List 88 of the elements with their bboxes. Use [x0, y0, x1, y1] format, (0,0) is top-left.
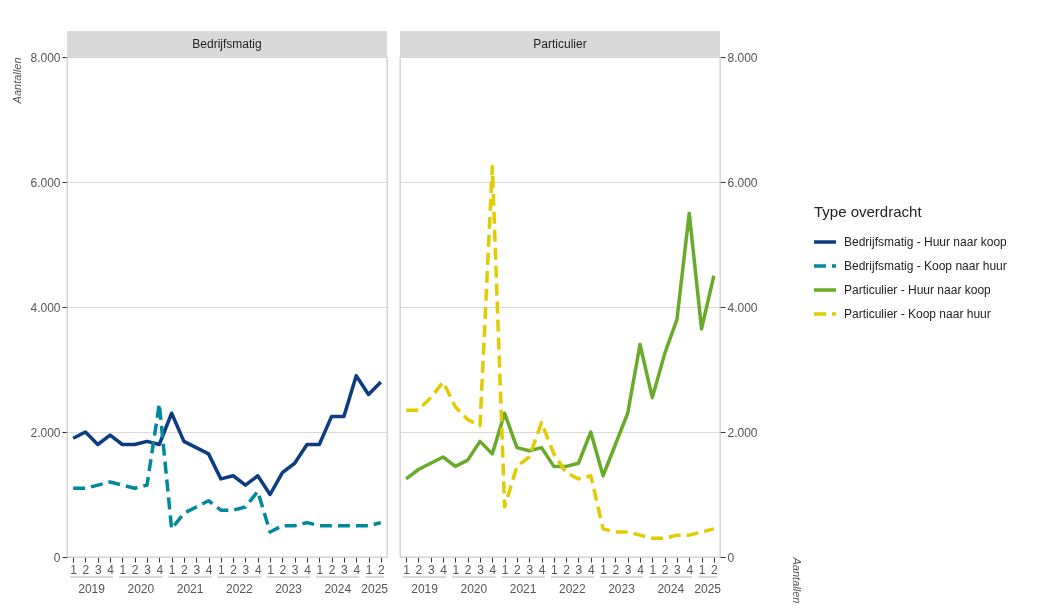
text: 2025: [694, 582, 722, 596]
x-tick-label: 4: [254, 562, 262, 577]
x-tick-label: 3: [341, 562, 349, 577]
text: 2022: [558, 582, 586, 596]
x-tick-label: 2: [563, 562, 571, 577]
x-tick-label: 2: [415, 562, 423, 577]
x-tick-label: 2: [661, 562, 669, 577]
y-tick-label: 8.000: [727, 50, 758, 65]
chart-title: Bedrijfsmatig: [192, 37, 262, 51]
x-tick-label: 3: [193, 562, 201, 577]
x-tick-label: 1: [168, 562, 176, 577]
x-tick-label: 1: [452, 562, 460, 577]
x-tick-label: 4: [353, 562, 361, 577]
x-tick-label: 1: [698, 562, 706, 577]
line-series: [71, 374, 383, 497]
x-tick-label: 3: [242, 562, 250, 577]
x-tick-label: 3: [477, 562, 485, 577]
y-tick-label: 0: [727, 550, 735, 565]
line-series: [404, 211, 716, 481]
y-axis-title: Aantallen: [10, 57, 23, 105]
x-tick-label: 2: [378, 562, 385, 577]
x-tick-label: 2: [131, 562, 139, 577]
y-tick-label: 2.000: [727, 425, 758, 440]
y-tick-label: 6.000: [727, 175, 758, 190]
text: 2024: [324, 582, 352, 596]
x-tick-label: 2: [711, 562, 718, 577]
legend-label: Bedrijfsmatig - Huur naar koop: [844, 235, 1008, 249]
x-tick-label: 1: [365, 562, 373, 577]
text: 2022: [225, 582, 253, 596]
x-tick-label: 2: [82, 562, 90, 577]
x-tick-label: 1: [267, 562, 275, 577]
x-tick-label: 4: [205, 562, 213, 577]
x-tick-label: 4: [489, 562, 497, 577]
x-tick-label: 1: [316, 562, 324, 577]
x-tick-label: 1: [649, 562, 657, 577]
x-tick-label: 2: [279, 562, 287, 577]
x-tick-label: 4: [587, 562, 595, 577]
text: 2023: [608, 582, 636, 596]
x-tick-label: 1: [70, 562, 78, 577]
x-tick-label: 3: [427, 562, 435, 577]
y-tick-label: 4.000: [727, 300, 758, 315]
x-tick-label: 2: [464, 562, 472, 577]
x-tick-label: 2: [230, 562, 238, 577]
x-tick-label: 2: [612, 562, 620, 577]
x-tick-label: 3: [624, 562, 632, 577]
text: 2019: [411, 582, 439, 596]
y-tick-label: 8.000: [30, 50, 61, 65]
x-tick-label: 4: [686, 562, 694, 577]
x-tick-label: 3: [575, 562, 583, 577]
text: 2025: [361, 582, 389, 596]
legend-label: Bedrijfsmatig - Koop naar huur: [844, 259, 1007, 273]
x-tick-label: 1: [218, 562, 225, 577]
x-tick-label: 2: [328, 562, 336, 577]
x-tick-label: 1: [119, 562, 127, 577]
legend-title: Type overdracht: [814, 203, 923, 220]
text: 2019: [78, 582, 106, 596]
x-tick-label: 4: [637, 562, 645, 577]
x-tick-label: 4: [107, 562, 115, 577]
line-series: [404, 164, 716, 540]
y-tick-label: 6.000: [30, 175, 61, 190]
y-tick-label: 4.000: [30, 300, 61, 315]
y-tick-label: 0: [53, 550, 61, 565]
text: 2020: [127, 582, 155, 596]
x-tick-label: 2: [514, 562, 522, 577]
chart-title: Particulier: [533, 37, 587, 51]
x-tick-label: 3: [94, 562, 102, 577]
x-tick-label: 1: [551, 562, 558, 577]
x-tick-label: 1: [403, 562, 411, 577]
x-tick-label: 4: [304, 562, 312, 577]
y-tick-label: 2.000: [30, 425, 61, 440]
text: 2021: [176, 582, 204, 596]
y-axis-title: Aantallen: [790, 556, 803, 604]
x-tick-label: 3: [291, 562, 299, 577]
text: 2023: [275, 582, 303, 596]
x-tick-label: 3: [144, 562, 152, 577]
text: 2024: [657, 582, 685, 596]
x-tick-label: 3: [674, 562, 682, 577]
text: 2021: [509, 582, 537, 596]
legend-label: Particulier - Koop naar huur: [844, 307, 991, 321]
x-tick-label: 4: [538, 562, 546, 577]
x-tick-label: 1: [501, 562, 509, 577]
x-tick-label: 4: [440, 562, 448, 577]
x-tick-label: 1: [600, 562, 608, 577]
text: 2020: [460, 582, 488, 596]
x-tick-label: 3: [526, 562, 534, 577]
legend-label: Particulier - Huur naar koop: [844, 283, 992, 297]
x-tick-label: 4: [156, 562, 164, 577]
x-tick-label: 2: [181, 562, 189, 577]
